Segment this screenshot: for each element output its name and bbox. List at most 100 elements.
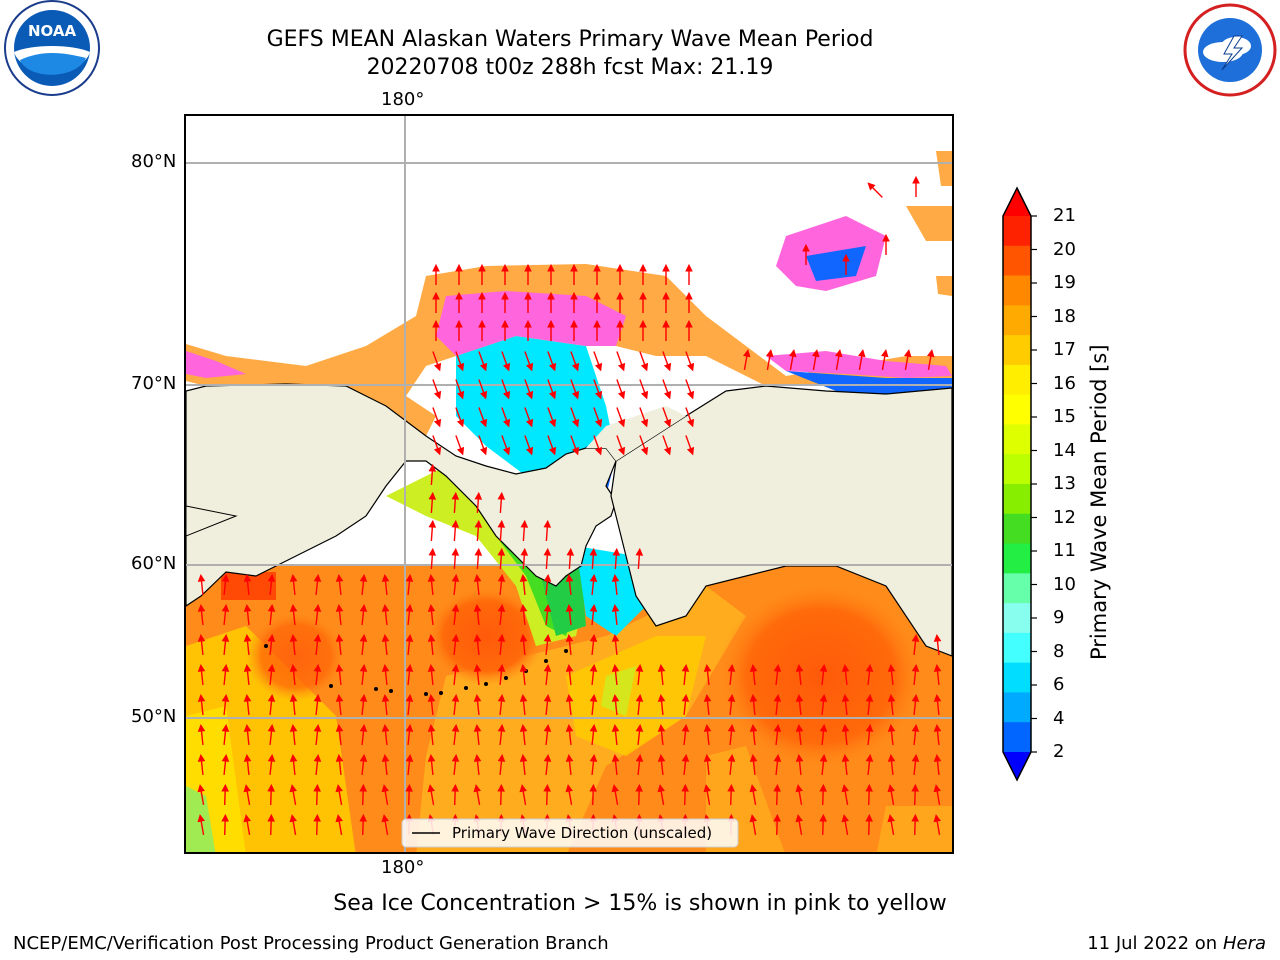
- wave-direction-arrow: [819, 783, 827, 806]
- wave-direction-arrow: [405, 783, 413, 806]
- map-canvas: Primary Wave Direction (unscaled): [186, 116, 952, 852]
- wave-direction-arrow: [841, 693, 850, 716]
- wave-direction-arrow: [865, 693, 874, 716]
- wave-direction-arrow: [749, 784, 757, 805]
- wave-direction-arrow: [455, 435, 465, 456]
- colorbar-band: [1003, 662, 1031, 693]
- wave-direction-arrow: [455, 379, 465, 400]
- wave-direction-arrow: [662, 319, 670, 341]
- wave-direction-arrow: [405, 573, 414, 596]
- wave-direction-arrow: [795, 784, 803, 805]
- wave-direction-arrow: [867, 182, 883, 198]
- wave-direction-arrow: [565, 693, 574, 716]
- colorbar-tick-label: 10: [1053, 573, 1076, 595]
- aleutian-islands: [264, 644, 568, 696]
- wave-direction-arrow: [478, 263, 486, 285]
- wave-direction-arrow: [589, 753, 598, 776]
- wave-direction-arrow: [520, 519, 529, 542]
- wave-direction-arrow: [657, 723, 666, 746]
- wave-direction-arrow: [616, 351, 626, 372]
- wave-direction-arrow: [865, 723, 874, 746]
- wave-direction-arrow: [703, 784, 711, 805]
- wave-direction-arrow: [635, 783, 643, 806]
- wave-direction-arrow: [289, 784, 297, 805]
- lat-label-80: 80°N: [131, 151, 177, 172]
- wave-direction-arrow: [243, 573, 252, 596]
- wave-direction-arrow: [524, 435, 534, 456]
- wave-direction-arrow: [933, 663, 942, 686]
- wave-direction-arrow: [795, 723, 804, 746]
- wave-direction-arrow: [427, 633, 436, 656]
- ocean-hot-east: [716, 581, 926, 771]
- lat-label-70: 70°N: [131, 373, 177, 394]
- wave-direction-arrow: [359, 723, 368, 746]
- wave-direction-arrow: [611, 723, 620, 746]
- wave-direction-arrow: [289, 663, 298, 686]
- wave-direction-arrow: [451, 783, 459, 806]
- wave-direction-arrow: [267, 753, 276, 776]
- wave-direction-arrow: [911, 813, 919, 836]
- wave-direction-arrow: [267, 783, 275, 806]
- wave-direction-arrow: [911, 693, 920, 716]
- wave-direction-arrow: [335, 814, 343, 835]
- wave-direction-arrow: [405, 663, 414, 686]
- wave-direction-arrow: [519, 723, 528, 746]
- map-title: GEFS MEAN Alaskan Waters Primary Wave Me…: [266, 27, 874, 52]
- wave-direction-arrow: [221, 573, 230, 596]
- wave-direction-arrow: [359, 663, 368, 686]
- wave-direction-arrow: [703, 693, 712, 716]
- wave-direction-arrow: [381, 753, 390, 776]
- wave-direction-arrow: [427, 753, 436, 776]
- wave-direction-arrow: [543, 663, 552, 686]
- wave-direction-arrow: [887, 784, 895, 805]
- wave-direction-arrow: [243, 603, 252, 626]
- wave-direction-arrow: [616, 407, 626, 428]
- wave-direction-arrow: [359, 633, 368, 656]
- wave-direction-arrow: [524, 319, 532, 341]
- wave-direction-arrow: [428, 547, 437, 570]
- wave-direction-arrow: [478, 379, 488, 400]
- wave-direction-arrow: [685, 435, 695, 456]
- colorbar-band: [1003, 513, 1031, 545]
- wave-direction-arrow: [267, 603, 276, 626]
- wave-direction-arrow: [685, 351, 695, 372]
- wave-direction-arrow: [221, 663, 230, 686]
- wave-direction-arrow: [405, 603, 414, 626]
- wave-direction-arrow: [593, 319, 601, 341]
- wave-direction-arrow: [589, 573, 598, 596]
- colorbar: [1000, 186, 1040, 782]
- wave-direction-arrow: [681, 663, 690, 686]
- wave-direction-arrow: [727, 783, 735, 806]
- wave-direction-arrow: [887, 753, 896, 776]
- wave-direction-arrow: [547, 351, 557, 372]
- wave-direction-arrow: [451, 573, 460, 596]
- wave-direction-arrow: [405, 753, 414, 776]
- wave-direction-arrow: [451, 633, 460, 656]
- wave-direction-arrow: [565, 663, 574, 686]
- wave-direction-arrow: [524, 263, 532, 285]
- wave-direction-arrow: [474, 519, 483, 542]
- colorbar-tick-label: 11: [1053, 540, 1076, 561]
- wave-direction-arrow: [565, 753, 574, 776]
- wave-direction-arrow: [289, 573, 298, 596]
- wave-direction-arrow: [451, 603, 460, 626]
- wave-direction-arrow: [519, 573, 528, 596]
- wave-direction-arrow: [819, 663, 828, 686]
- legend-label: Primary Wave Direction (unscaled): [452, 824, 712, 842]
- colorbar-band: [1003, 364, 1031, 396]
- wave-direction-arrow: [473, 573, 482, 596]
- colorbar-tick-label: 12: [1053, 506, 1076, 528]
- wave-direction-arrow: [455, 291, 463, 313]
- wave-direction-arrow: [243, 633, 252, 656]
- colorbar-band: [1003, 275, 1031, 306]
- wave-direction-arrow: [313, 813, 321, 836]
- wave-direction-arrow: [289, 603, 298, 626]
- wave-direction-arrow: [865, 663, 874, 686]
- wave-direction-arrow: [819, 813, 827, 836]
- wave-direction-arrow: [657, 784, 665, 805]
- colorbar-band: [1003, 543, 1031, 574]
- wave-direction-arrow: [589, 723, 598, 746]
- wave-direction-arrow: [473, 753, 482, 776]
- wave-direction-arrow: [474, 547, 483, 570]
- wave-direction-arrow: [882, 233, 890, 255]
